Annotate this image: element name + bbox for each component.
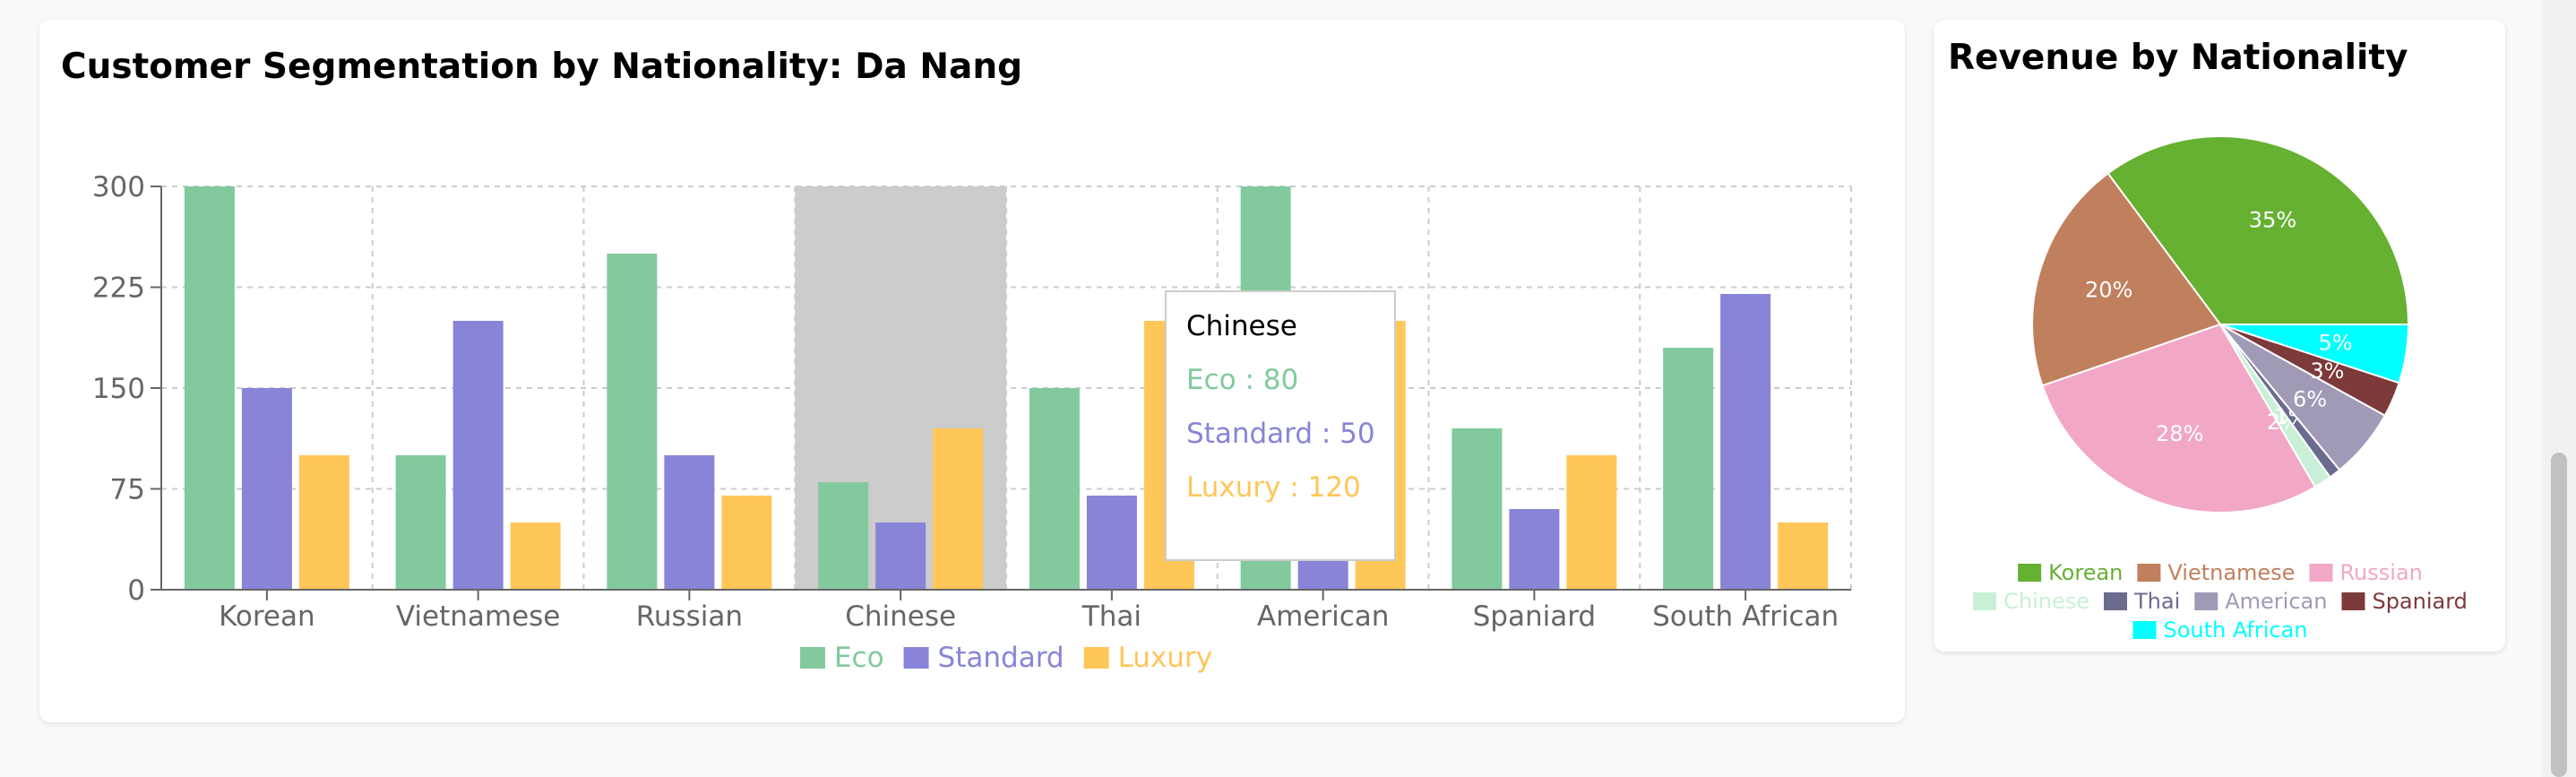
pie-slice-label: 28% <box>2156 421 2203 446</box>
pie-slice-south-african[interactable] <box>2219 324 2410 384</box>
legend-label: Luxury <box>1118 642 1212 674</box>
y-tick-label: 225 <box>92 272 145 305</box>
x-tick-label: Korean <box>219 600 315 633</box>
pie-slice-label: 35% <box>2249 208 2296 233</box>
legend-item-south-african[interactable]: South African <box>2132 617 2308 643</box>
legend-item-standard[interactable]: Standard <box>903 642 1064 674</box>
bar-eco-south-african[interactable] <box>1663 348 1714 590</box>
pie-slice-label: 6% <box>2293 386 2327 411</box>
legend-label: Eco <box>834 642 884 674</box>
legend-item-russian[interactable]: Russian <box>2309 560 2423 585</box>
legend-swatch <box>903 647 929 669</box>
x-tick-label: Spaniard <box>1473 600 1597 633</box>
revenue-card: Revenue by Nationality 35% 20% 28% 2% 1% 6% 3%… <box>1934 20 2505 652</box>
bar-luxury-russian[interactable] <box>721 496 772 590</box>
legend-item-american[interactable]: American <box>2194 589 2327 614</box>
bar-eco-korean[interactable] <box>184 186 235 590</box>
bar-luxury-korean[interactable] <box>298 455 349 590</box>
x-tick-label: South African <box>1652 600 1839 633</box>
pie-chart-title: Revenue by Nationality <box>1948 38 2408 78</box>
legend-swatch <box>2194 592 2218 610</box>
x-tick-label: Thai <box>1081 600 1142 633</box>
legend-item-spaniard[interactable]: Spaniard <box>2341 589 2468 614</box>
bar-eco-russian[interactable] <box>607 254 658 590</box>
tooltip-luxury: Luxury : 120 <box>1186 471 1361 504</box>
tooltip-standard: Standard : 50 <box>1186 418 1375 450</box>
legend-item-eco[interactable]: Eco <box>799 642 884 674</box>
x-tick-label: Russian <box>636 600 743 633</box>
legend-swatch <box>2137 564 2161 582</box>
segmentation-card: Customer Segmentation by Nationality: Da… <box>39 20 1905 722</box>
bar-legend: Eco Standard Luxury <box>799 642 1212 674</box>
bar-eco-vietnamese[interactable] <box>395 455 446 590</box>
y-tick-label: 0 <box>127 574 145 607</box>
bar-standard-russian[interactable] <box>664 455 715 590</box>
legend-label: Standard <box>938 642 1064 674</box>
legend-label: American <box>2225 589 2327 614</box>
bar-standard-spaniard[interactable] <box>1509 509 1560 590</box>
x-tick-label: Chinese <box>845 600 956 633</box>
bar-eco-thai[interactable] <box>1029 388 1080 590</box>
legend-label: Vietnamese <box>2167 560 2295 585</box>
legend-swatch <box>799 647 825 669</box>
y-tick-label: 75 <box>110 474 145 506</box>
bar-standard-korean[interactable] <box>241 388 292 590</box>
legend-label: Chinese <box>2003 589 2089 614</box>
bar-standard-vietnamese[interactable] <box>452 321 504 590</box>
scrollbar-thumb[interactable] <box>2551 453 2567 777</box>
bar-standard-thai[interactable] <box>1086 496 1137 590</box>
bar-standard-south-african[interactable] <box>1720 294 1771 590</box>
legend-swatch <box>2309 564 2333 582</box>
bar-eco-spaniard[interactable] <box>1452 428 1503 590</box>
bar-luxury-spaniard[interactable] <box>1566 455 1617 590</box>
pie-legend: Korean Vietnamese Russian Chinese Thai Americ… <box>1973 560 2468 643</box>
legend-item-vietnamese[interactable]: Vietnamese <box>2137 560 2295 585</box>
tooltip-title: Chinese <box>1186 310 1297 342</box>
legend-label: Thai <box>2133 589 2180 614</box>
legend-swatch <box>2341 592 2365 610</box>
pie-slice-label: 5% <box>2319 330 2353 355</box>
pie-slice-vietnamese[interactable] <box>2031 172 2222 387</box>
legend-swatch <box>1973 592 1997 610</box>
legend-label: Russian <box>2339 560 2422 585</box>
pie-slice-korean[interactable] <box>2106 135 2410 325</box>
bar-luxury-chinese[interactable] <box>933 428 984 590</box>
legend-item-chinese[interactable]: Chinese <box>1973 589 2089 614</box>
revenue-pie-chart: 35%20%28% 2%1%6%3%5%Korean Vietnamese Russi… <box>1973 135 2468 643</box>
x-tick-label: American <box>1257 600 1390 633</box>
legend-label: Korean <box>2048 560 2123 585</box>
legend-label: Spaniard <box>2372 589 2467 614</box>
legend-item-luxury[interactable]: Luxury <box>1083 642 1212 674</box>
bar-luxury-south-african[interactable] <box>1778 522 1829 590</box>
legend-swatch <box>2132 621 2157 639</box>
segmentation-bar-chart: 0 75 150 225 300 Korean Vietnamese Russian Chine… <box>92 171 1852 674</box>
legend-item-korean[interactable]: Korean <box>2018 560 2123 585</box>
legend-swatch <box>2018 564 2042 582</box>
legend-label: South African <box>2163 617 2307 643</box>
bar-eco-chinese[interactable] <box>818 482 869 590</box>
y-tick-label: 150 <box>92 373 145 405</box>
chart-tooltip: Chinese Eco : 80 Standard : 50 Luxury : … <box>1165 290 1396 561</box>
y-tick-label: 300 <box>92 171 145 203</box>
bar-standard-chinese[interactable] <box>875 522 926 590</box>
bar-chart-title: Customer Segmentation by Nationality: Da… <box>61 47 1022 87</box>
x-tick-label: Vietnamese <box>396 600 561 633</box>
tooltip-eco: Eco : 80 <box>1186 364 1299 396</box>
legend-swatch <box>1083 647 1109 669</box>
legend-item-thai[interactable]: Thai <box>2103 589 2180 614</box>
bar-luxury-vietnamese[interactable] <box>510 522 561 590</box>
legend-swatch <box>2103 592 2127 610</box>
page-scrollbar[interactable] <box>2542 0 2576 777</box>
pie-slice-label: 20% <box>2085 278 2132 303</box>
